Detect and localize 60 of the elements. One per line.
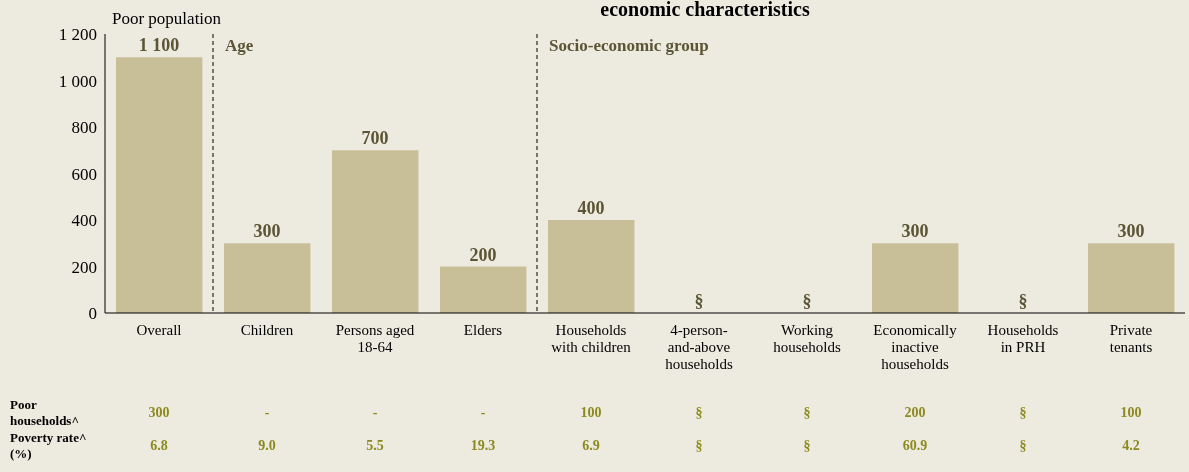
text: 100 <box>580 405 602 420</box>
data-label: 1 100 <box>138 35 180 56</box>
data-label: 400 <box>577 198 605 218</box>
bar <box>224 243 311 313</box>
data-label: 200 <box>469 244 497 265</box>
text: 60.9 <box>902 438 928 453</box>
text: - <box>372 405 378 420</box>
text: Poor households^ <box>10 397 79 428</box>
y-tick-label: 200 <box>71 257 97 277</box>
text: § <box>694 291 704 311</box>
text: 5.5 <box>366 438 384 453</box>
data-label: 700 <box>361 128 389 149</box>
bar <box>440 266 527 313</box>
text: § <box>803 438 811 453</box>
text: 6.9 <box>582 438 600 453</box>
data-label: 300 <box>253 221 281 242</box>
data-label: 300 <box>901 221 929 242</box>
chart-title: economic characteristics <box>600 0 810 20</box>
x-tick-label: Private tenants <box>1109 322 1153 355</box>
bar <box>872 243 959 313</box>
y-tick-label: 400 <box>71 211 97 231</box>
x-tick-label: Overall <box>136 322 182 338</box>
bar <box>1088 243 1175 313</box>
x-tick-label: Working households <box>773 322 841 355</box>
text: § <box>802 291 812 311</box>
text: § <box>695 438 703 453</box>
text: § <box>803 405 811 420</box>
text: 200 <box>904 405 926 420</box>
y-tick-label: 1 200 <box>58 25 97 45</box>
data-label: 300 <box>1117 221 1145 242</box>
text: 300 <box>148 405 170 420</box>
text: § <box>1019 438 1027 453</box>
text: § <box>1018 291 1028 311</box>
text: Poverty rate^ (%) <box>10 430 87 461</box>
bar <box>548 220 635 313</box>
text: § <box>695 405 703 420</box>
annotation: Socio-economic group <box>549 36 709 55</box>
bar <box>116 57 203 313</box>
x-tick-label: Children <box>240 322 294 338</box>
y-tick-label: 800 <box>71 118 97 138</box>
text: 100 <box>1120 405 1142 420</box>
text: 9.0 <box>258 438 276 453</box>
x-tick-label: Economically inactive households <box>873 322 958 372</box>
x-tick-label: Households in PRH <box>987 322 1059 355</box>
y-tick-label: 600 <box>71 164 97 184</box>
text: 6.8 <box>150 438 168 453</box>
y-tick-label: 1 000 <box>58 71 97 91</box>
text: - <box>264 405 270 420</box>
x-tick-label: Households with children <box>551 322 632 355</box>
y-axis-title: Poor population <box>112 9 222 28</box>
text: § <box>1019 405 1027 420</box>
x-tick-label: 4-person-and-above households <box>665 322 733 372</box>
x-tick-label: Persons aged 18-64 <box>335 322 415 355</box>
bar <box>332 150 419 313</box>
text: 4.2 <box>1122 438 1140 453</box>
annotation: Age <box>225 36 254 55</box>
y-tick-label: 0 <box>88 304 97 324</box>
x-tick-label: Elders <box>463 322 503 338</box>
text: - <box>480 405 486 420</box>
text: 19.3 <box>470 438 496 453</box>
